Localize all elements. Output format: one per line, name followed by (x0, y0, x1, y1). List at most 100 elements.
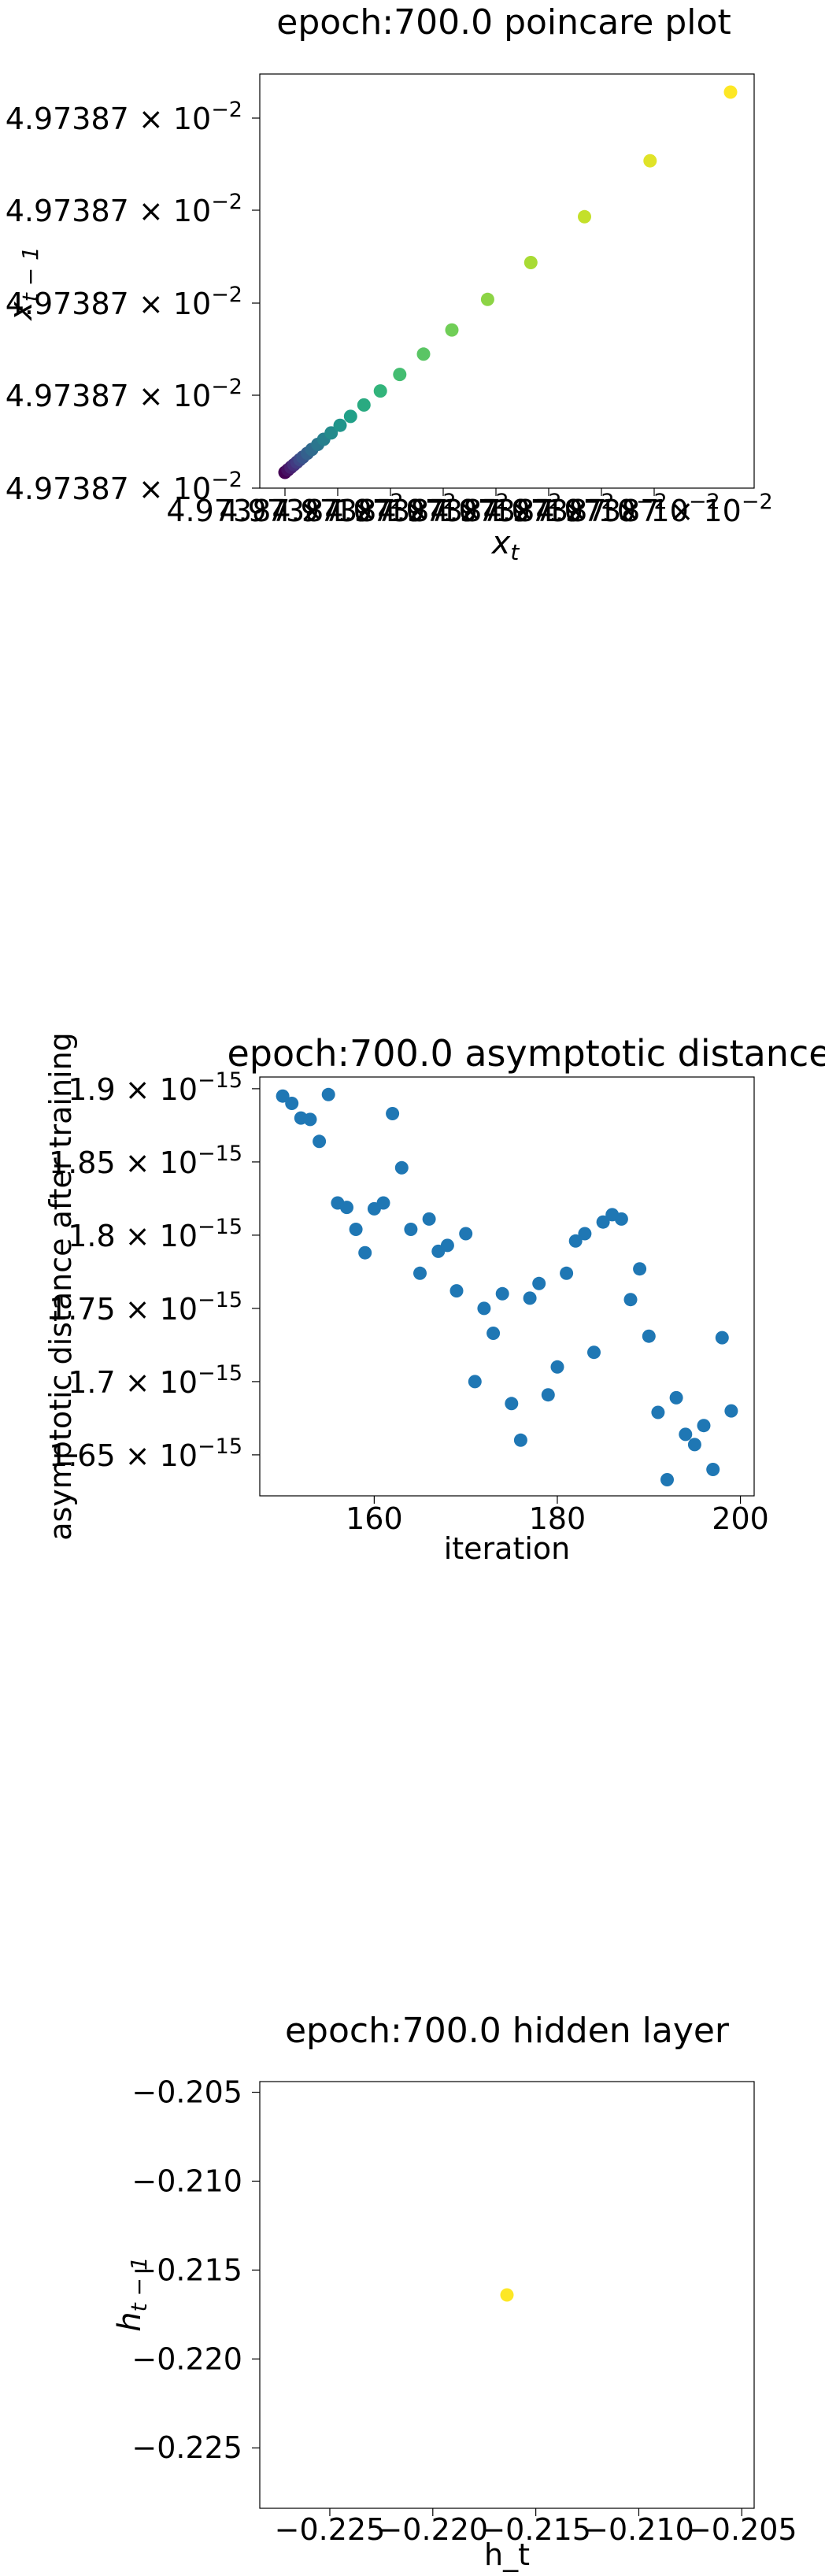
hidden-layer-chart-svg: epoch:700.0 hidden layer −0.205−0.210−0.… (112, 2011, 797, 2572)
asymptotic-point (724, 1404, 738, 1418)
poincare-point (445, 323, 459, 337)
asymptotic-point (440, 1238, 454, 1253)
asymptotic-ytick-label: 1.9 × 10−15 (68, 1068, 242, 1107)
poincare-xlabel: xt (490, 525, 520, 565)
asymptotic-point (633, 1262, 647, 1276)
hidden-layer-ytick-label: −0.215 (131, 2252, 242, 2287)
asymptotic-point (623, 1293, 638, 1307)
hidden-layer-xtick-label: −0.205 (686, 2512, 797, 2547)
asymptotic-point (422, 1212, 436, 1226)
poincare-xtick-label: 4.97387 × 10−2 (272, 490, 509, 528)
asymptotic-point (669, 1390, 683, 1405)
poincare-point (324, 426, 339, 440)
asymptotic-xtick-label: 200 (712, 1501, 769, 1536)
asymptotic-point (523, 1291, 537, 1305)
asymptotic-axes-frame (259, 1076, 755, 1497)
asymptotic-point (404, 1223, 418, 1236)
asymptotic-point (486, 1327, 501, 1340)
asymptotic-point (394, 1160, 409, 1175)
asymptotic-ytick-label: 1.8 × 10−15 (68, 1215, 242, 1253)
asymptotic-point (660, 1473, 674, 1486)
poincare-point (480, 292, 494, 306)
poincare-title: epoch:700.0 poincare plot (276, 2, 731, 43)
asymptotic-distance-chart: epoch:700.0 asymptotic distance 1.65 × 1… (0, 1023, 825, 1590)
poincare-xtick-label: 4.97387 × 10−2 (219, 490, 456, 528)
hidden-layer-ytick-label: −0.205 (131, 2075, 242, 2110)
poincare-ytick-label: 4.97387 × 10−2 (6, 375, 242, 413)
poincare-point (643, 154, 657, 168)
asymptotic-point (285, 1097, 299, 1110)
poincare-axes-frame (259, 73, 755, 489)
asymptotic-point (596, 1215, 610, 1229)
asymptotic-ytick-label: 1.7 × 10−15 (68, 1361, 242, 1400)
asymptotic-point (349, 1223, 363, 1236)
hidden-layer-ytick-label: −0.225 (131, 2430, 242, 2465)
asymptotic-xtick-label: 160 (346, 1501, 403, 1536)
asymptotic-point (706, 1463, 720, 1476)
asymptotic-point (541, 1388, 555, 1402)
poincare-point (343, 409, 357, 424)
asymptotic-point (276, 1089, 290, 1103)
poincare-point (373, 384, 387, 398)
asymptotic-point (679, 1427, 693, 1442)
poincare-ytick-label: 4.97387 × 10−2 (6, 468, 242, 506)
asymptotic-ytick-label: 1.85 × 10−15 (49, 1142, 242, 1180)
asymptotic-point (321, 1087, 335, 1101)
hidden-layer-xtick-label: −0.225 (275, 2512, 386, 2547)
poincare-point (333, 418, 347, 432)
hidden-layer-ytick-label: −0.220 (131, 2341, 242, 2376)
asymptotic-point (697, 1419, 711, 1433)
asymptotic-ytick-label: 1.65 × 10−15 (49, 1434, 242, 1473)
poincare-point (578, 209, 591, 224)
hidden-layer-xtick-label: −0.210 (583, 2512, 694, 2547)
asymptotic-point (513, 1433, 527, 1447)
asymptotic-point (614, 1212, 628, 1226)
poincare-xtick-label: 4.97387 × 10−2 (535, 490, 772, 528)
poincare-point (416, 347, 431, 361)
asymptotic-point (459, 1227, 473, 1241)
asymptotic-point (560, 1266, 574, 1280)
asymptotic-distance-chart-svg: epoch:700.0 asymptotic distance 1.65 × 1… (43, 1032, 825, 1566)
asymptotic-point (449, 1284, 464, 1298)
asymptotic-point (386, 1107, 400, 1120)
poincare-xtick-label: 4.97387 × 10−2 (430, 490, 667, 528)
poincare-ytick-label: 4.97387 × 10−2 (6, 98, 242, 136)
poincare-xtick-label: 4.97387 × 10−2 (377, 490, 614, 528)
asymptotic-point (468, 1375, 482, 1389)
hidden-layer-axes-frame (259, 2081, 755, 2509)
hidden-layer-chart: epoch:700.0 hidden layer −0.205 −0.210 −0.… (0, 2000, 825, 2573)
poincare-chart-svg: epoch:700.0 poincare plot 4.97387 × 10−2… (3, 2, 773, 565)
asymptotic-point (495, 1286, 509, 1301)
poincare-xtick-label: 4.97387 × 10−2 (324, 490, 561, 528)
hidden-layer-ytick-label: −0.210 (131, 2163, 242, 2198)
asymptotic-ytick-label: 1.75 × 10−15 (49, 1288, 242, 1327)
asymptotic-point (550, 1360, 564, 1374)
asymptotic-point (303, 1112, 317, 1127)
asymptotic-point (532, 1276, 546, 1290)
hidden-layer-xlabel: h_t (484, 2537, 530, 2572)
asymptotic-point (505, 1397, 519, 1411)
asymptotic-point (651, 1405, 665, 1419)
asymptotic-point (642, 1329, 656, 1343)
poincare-point (357, 398, 371, 412)
poincare-ylabel: xt − 1 (3, 246, 43, 322)
asymptotic-point (687, 1438, 701, 1452)
poincare-ytick-label: 4.97387 × 10−2 (6, 283, 242, 321)
asymptotic-title: epoch:700.0 asymptotic distance (227, 1032, 825, 1075)
poincare-point (523, 256, 538, 269)
asymptotic-point (358, 1245, 372, 1260)
poincare-xtick-label: 4.97387 × 10−2 (483, 490, 720, 528)
asymptotic-point (587, 1345, 601, 1360)
asymptotic-point (413, 1266, 427, 1280)
asymptotic-point (578, 1227, 592, 1241)
asymptotic-point (568, 1234, 583, 1248)
hidden-layer-title: epoch:700.0 hidden layer (285, 2011, 730, 2051)
hidden-layer-ylabel: ht − 1 (112, 2256, 152, 2331)
hidden-layer-xtick-label: −0.220 (377, 2512, 488, 2547)
poincare-point (393, 368, 407, 382)
poincare-point (723, 85, 738, 99)
asymptotic-point (376, 1196, 390, 1210)
hidden-layer-xtick-label: −0.215 (480, 2512, 591, 2547)
poincare-ytick-label: 4.97387 × 10−2 (6, 190, 242, 228)
poincare-chart: epoch:700.0 poincare plot 4.97387 × 10−2… (0, 0, 825, 567)
